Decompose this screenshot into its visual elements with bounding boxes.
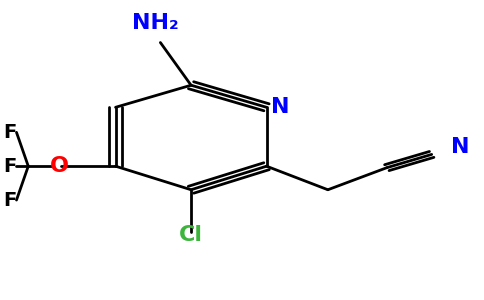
Text: F: F (3, 123, 16, 142)
Text: Cl: Cl (179, 225, 203, 245)
Text: NH₂: NH₂ (132, 14, 179, 33)
Text: N: N (272, 97, 290, 117)
Text: N: N (451, 137, 469, 157)
Text: O: O (49, 156, 68, 176)
Text: F: F (3, 157, 16, 176)
Text: F: F (3, 190, 16, 210)
